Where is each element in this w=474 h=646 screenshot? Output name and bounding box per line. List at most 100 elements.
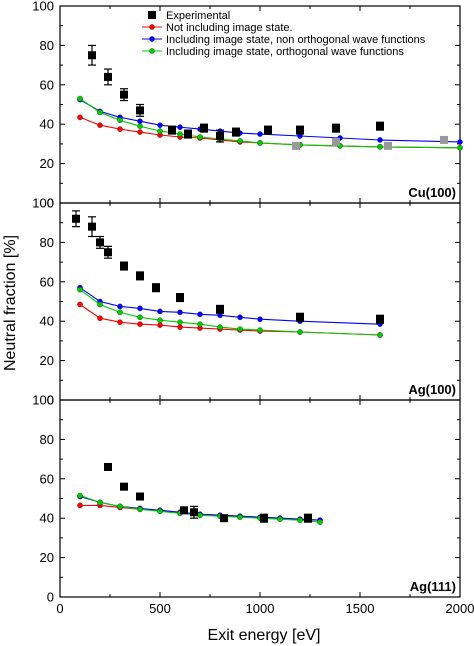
series-point <box>237 326 243 332</box>
series-point <box>137 506 143 513</box>
experimental-point <box>216 305 224 314</box>
x-tick-label: 0 <box>56 601 63 616</box>
series-point <box>317 519 323 525</box>
experimental-point <box>180 506 188 515</box>
experimental-point <box>296 313 304 322</box>
experimental-point <box>136 492 144 501</box>
y-tick-label: 40 <box>40 511 54 526</box>
experimental-point <box>152 283 160 292</box>
y-tick-label: 100 <box>32 393 54 408</box>
series-point <box>257 131 263 137</box>
y-tick-label: 80 <box>40 38 54 53</box>
series-point <box>117 319 123 325</box>
experimental-gray-point <box>384 141 392 150</box>
series-point <box>137 123 143 129</box>
experimental-gray-point <box>292 141 300 150</box>
panel-frame <box>59 202 461 401</box>
y-tick-label: 80 <box>40 432 54 447</box>
series-point <box>197 512 203 519</box>
experimental-point <box>120 262 128 271</box>
series-point <box>137 118 143 125</box>
legend-marker <box>149 48 155 54</box>
series-point <box>117 503 123 510</box>
experimental-point <box>88 222 96 231</box>
series-point <box>257 140 263 146</box>
experimental-point <box>136 106 144 115</box>
series-point <box>157 308 163 315</box>
experimental-point <box>72 214 80 223</box>
y-tick-label: 80 <box>40 235 54 250</box>
legend-label: Including image state, non orthogonal wa… <box>166 34 426 46</box>
series-point <box>217 324 223 330</box>
experimental-point <box>88 51 96 60</box>
series-point <box>197 134 203 140</box>
series-point <box>77 492 83 499</box>
experimental-point <box>176 293 184 302</box>
experimental-point <box>190 508 198 517</box>
legend-marker <box>148 11 156 19</box>
y-tick-label: 100 <box>32 0 54 14</box>
series-point <box>137 314 143 321</box>
y-tick-label: 0 <box>47 393 54 408</box>
experimental-point <box>376 122 384 131</box>
panel-label: Ag(111) <box>410 579 456 594</box>
experimental-point <box>184 130 192 139</box>
experimental-point <box>104 248 112 257</box>
panel-frame <box>59 399 461 598</box>
x-tick-label: 1000 <box>246 601 275 616</box>
experimental-point <box>232 128 240 137</box>
experimental-point <box>304 514 312 523</box>
series-point <box>177 319 183 325</box>
series-point <box>197 321 203 327</box>
legend-label: Not including image state. <box>166 22 293 34</box>
series-point <box>237 314 243 321</box>
series-line <box>79 304 381 336</box>
experimental-point <box>96 238 104 247</box>
series-point <box>257 327 263 333</box>
y-tick-label: 100 <box>32 196 54 211</box>
y-tick-label: 0 <box>47 590 54 605</box>
series-point <box>277 516 283 522</box>
experimental-point <box>376 315 384 324</box>
experimental-point <box>136 271 144 280</box>
series-point <box>157 122 163 128</box>
series-point <box>157 322 163 328</box>
legend-marker <box>149 24 155 30</box>
series-point <box>97 109 103 116</box>
series-point <box>257 316 263 323</box>
y-tick-label: 0 <box>47 196 54 211</box>
series-point <box>137 129 143 135</box>
legend-label: Experimental <box>166 10 230 22</box>
series-point <box>157 128 163 134</box>
experimental-point <box>296 126 304 135</box>
experimental-point <box>220 514 228 523</box>
x-tick-label: 500 <box>149 601 171 616</box>
series-point <box>117 126 123 132</box>
series-line <box>79 289 381 336</box>
panel-label: Ag(100) <box>408 382 456 397</box>
series-point <box>177 309 183 316</box>
y-axis-title: Neutral fraction [%] <box>2 235 19 371</box>
y-tick-label: 20 <box>40 156 54 171</box>
series-point <box>377 332 383 338</box>
x-tick-label: 1500 <box>346 601 375 616</box>
series-point <box>97 499 103 506</box>
series-point <box>157 508 163 515</box>
series-point <box>97 122 103 128</box>
y-tick-label: 60 <box>40 77 54 92</box>
series-point <box>77 286 83 293</box>
y-tick-label: 60 <box>40 274 54 289</box>
panel-1: 0 20 40 60 80 100 Ag(100) <box>32 196 461 408</box>
series-point <box>457 139 463 145</box>
series-point <box>177 324 183 330</box>
legend-label: Including image state, orthogonal wave f… <box>166 46 404 58</box>
series-point <box>77 502 83 509</box>
series-point <box>97 315 103 322</box>
series-point <box>77 114 83 121</box>
series-point <box>137 305 143 312</box>
series-point <box>457 145 463 151</box>
experimental-point <box>260 514 268 523</box>
series-point <box>77 95 83 102</box>
